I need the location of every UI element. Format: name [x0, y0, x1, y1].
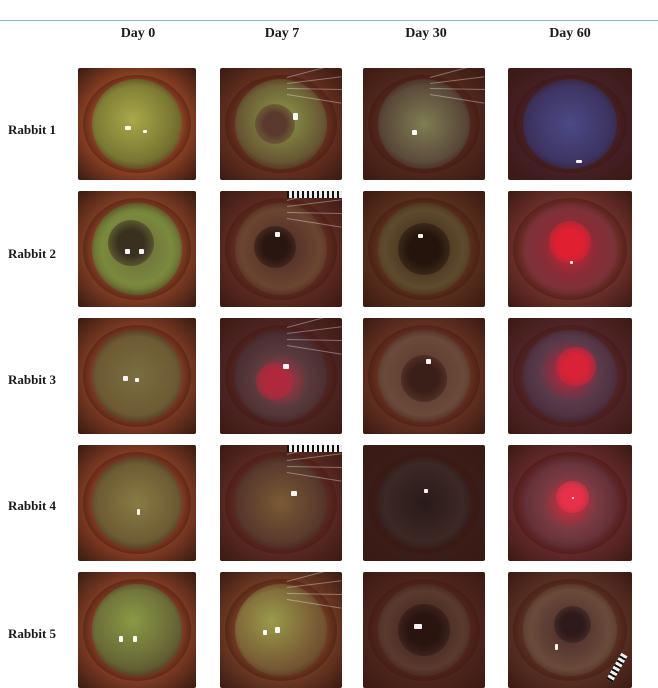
column-header-day-0: Day 0 — [120, 26, 156, 41]
light-reflection — [411, 129, 417, 135]
eye-photo-rabbit-1-day-7 — [220, 68, 342, 180]
eye-photo-rabbit-2-day-7 — [220, 191, 342, 307]
light-reflection — [134, 378, 139, 383]
row-label-rabbit-1: Rabbit 1 — [8, 122, 57, 137]
eyelid-shadow — [82, 324, 192, 428]
light-reflection — [139, 249, 145, 254]
light-reflection — [125, 126, 132, 131]
light-reflection — [122, 376, 128, 381]
top-rule — [0, 20, 658, 21]
eyelid-shadow — [367, 578, 481, 682]
eyelid-shadow — [512, 324, 628, 428]
column-header-day-30: Day 30 — [405, 26, 447, 41]
eye-photo-rabbit-5-day-0 — [78, 572, 196, 688]
light-reflection — [274, 626, 280, 633]
light-reflection — [283, 364, 290, 370]
row-label-rabbit-4: Rabbit 4 — [8, 498, 57, 513]
eyelid-shadow — [224, 324, 338, 428]
light-reflection — [262, 630, 267, 635]
light-reflection — [142, 129, 147, 133]
eyelid-shadow — [367, 451, 481, 555]
measurement-ruler — [287, 445, 342, 452]
eye-photo-rabbit-5-day-30 — [363, 572, 485, 688]
eyelid-shadow — [512, 451, 628, 555]
eye-photo-rabbit-4-day-30 — [363, 445, 485, 561]
eye-photo-rabbit-4-day-7 — [220, 445, 342, 561]
light-reflection — [572, 497, 575, 500]
row-label-rabbit-2: Rabbit 2 — [8, 246, 57, 261]
column-header-day-7: Day 7 — [264, 26, 300, 41]
eyelid-shadow — [224, 578, 338, 682]
eyelid-shadow — [512, 74, 628, 174]
row-label-rabbit-5: Rabbit 5 — [8, 626, 57, 641]
light-reflection — [414, 624, 423, 630]
eye-photo-rabbit-2-day-60 — [508, 191, 632, 307]
light-reflection — [125, 249, 131, 254]
light-reflection — [570, 260, 573, 264]
eyelid-shadow — [224, 74, 338, 174]
eyelid-shadow — [82, 74, 192, 174]
light-reflection — [424, 489, 428, 494]
light-reflection — [137, 508, 140, 515]
light-reflection — [290, 491, 297, 497]
eyelid-shadow — [367, 324, 481, 428]
row-label-rabbit-3: Rabbit 3 — [8, 372, 57, 387]
eye-photo-rabbit-1-day-60 — [508, 68, 632, 180]
light-reflection — [133, 635, 138, 642]
eye-photo-rabbit-3-day-7 — [220, 318, 342, 434]
eye-photo-rabbit-2-day-0 — [78, 191, 196, 307]
light-reflection — [426, 358, 432, 364]
eye-photo-rabbit-2-day-30 — [363, 191, 485, 307]
eyelid-shadow — [224, 197, 338, 301]
eye-photo-rabbit-1-day-30 — [363, 68, 485, 180]
eyelid-shadow — [82, 578, 192, 682]
eyelid-shadow — [82, 197, 192, 301]
eyelid-shadow — [367, 74, 481, 174]
light-reflection — [555, 643, 559, 650]
eyelid-shadow — [82, 451, 192, 555]
light-reflection — [274, 231, 280, 237]
light-reflection — [417, 233, 423, 238]
eye-photo-rabbit-3-day-60 — [508, 318, 632, 434]
eye-photo-rabbit-5-day-60 — [508, 572, 632, 688]
eye-photo-rabbit-4-day-0 — [78, 445, 196, 561]
eye-photo-rabbit-4-day-60 — [508, 445, 632, 561]
column-header-day-60: Day 60 — [549, 26, 591, 41]
eye-photo-rabbit-1-day-0 — [78, 68, 196, 180]
eyelid-shadow — [367, 197, 481, 301]
eyelid-shadow — [512, 197, 628, 301]
eyelid-shadow — [512, 578, 628, 682]
eyelid-shadow — [224, 451, 338, 555]
light-reflection — [119, 635, 124, 642]
eye-photo-rabbit-5-day-7 — [220, 572, 342, 688]
eye-photo-rabbit-3-day-30 — [363, 318, 485, 434]
measurement-ruler — [287, 191, 342, 198]
light-reflection — [576, 159, 583, 163]
light-reflection — [293, 112, 299, 120]
eye-photo-rabbit-3-day-0 — [78, 318, 196, 434]
